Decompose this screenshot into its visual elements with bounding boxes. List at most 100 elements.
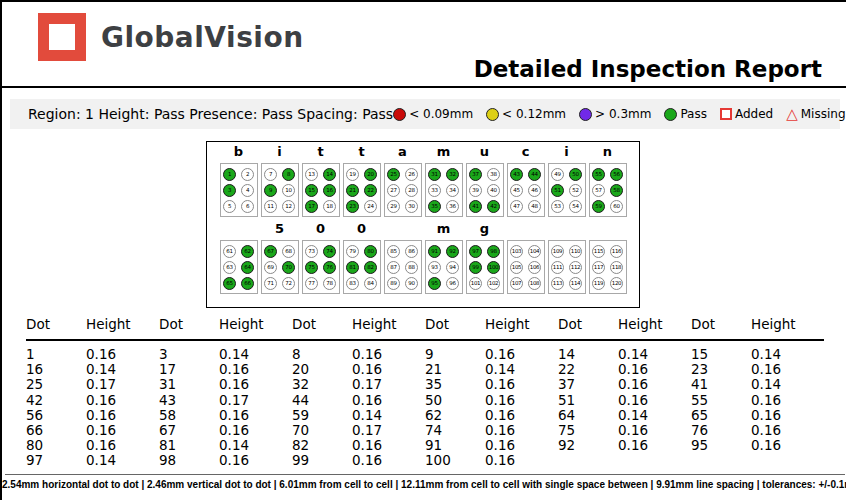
table-cell-dot: 31 <box>159 377 219 392</box>
cell-letter <box>384 221 422 240</box>
braille-cell: 192021222324 <box>343 163 381 217</box>
table-cell-dot: 82 <box>292 438 352 453</box>
table-header-cell: Dot <box>558 316 618 332</box>
table-cell-height: 0.14 <box>618 347 691 362</box>
braille-cell: 789101112 <box>261 163 299 217</box>
table-cell-dot: 23 <box>691 362 751 377</box>
braille-dot-empty: 30 <box>405 200 418 213</box>
braille-dot-pass: 37 <box>469 168 482 181</box>
braille-dot-empty: 72 <box>282 277 295 290</box>
table-cell-height: 0.16 <box>86 408 159 423</box>
legend-label: Missing <box>801 107 846 121</box>
braille-dot-pass: 15 <box>305 184 318 197</box>
table-cell-height: 0.17 <box>219 393 292 408</box>
table-cell-dot: 100 <box>425 453 485 468</box>
table-cell-height: 0.16 <box>618 393 691 408</box>
table-cell-height <box>618 453 691 468</box>
table-cell-dot: 62 <box>425 408 485 423</box>
braille-cell: 979899100101102 <box>466 240 504 294</box>
table-header-row: DotHeightDotHeightDotHeightDotHeightDotH… <box>26 316 824 341</box>
table-header-cell: Dot <box>425 316 485 332</box>
braille-dot-empty: 109 <box>551 245 564 258</box>
braille-dot-empty: 87 <box>387 261 400 274</box>
legend-label: < 0.09mm <box>409 107 473 121</box>
braille-dot-empty: 34 <box>446 184 459 197</box>
braille-dot-pass: 99 <box>469 261 482 274</box>
braille-dot-empty: 54 <box>569 200 582 213</box>
table-cell-dot: 43 <box>159 393 219 408</box>
braille-dot-empty: 107 <box>510 277 523 290</box>
legend-item: < 0.12mm <box>486 107 566 121</box>
braille-dot-empty: 28 <box>405 184 418 197</box>
braille-dot-empty: 77 <box>305 277 318 290</box>
braille-dot-empty: 73 <box>305 245 318 258</box>
braille-dot-empty: 24 <box>364 200 377 213</box>
table-cell-dot: 65 <box>691 408 751 423</box>
legend-item: Pass <box>664 107 707 121</box>
table-header-cell: Dot <box>292 316 352 332</box>
braille-cell: 676869707172 <box>261 240 299 294</box>
header-rule <box>2 86 846 88</box>
braille-dot-empty: 6 <box>241 200 254 213</box>
report-title: Detailed Inspection Report <box>474 56 822 82</box>
table-cell-height: 0.17 <box>86 377 159 392</box>
table-cell-dot: 32 <box>292 377 352 392</box>
table-cell-height: 0.16 <box>485 423 558 438</box>
braille-dot-empty: 36 <box>446 200 459 213</box>
table-cell-height: 0.16 <box>618 377 691 392</box>
table-cell-height: 0.14 <box>86 362 159 377</box>
cell-letter <box>548 221 586 240</box>
braille-cell: 252627282930 <box>384 163 422 217</box>
legend-circle-icon <box>579 108 592 121</box>
cell-letter <box>589 221 627 240</box>
braille-dot-empty: 118 <box>610 261 623 274</box>
table-cell-height: 0.16 <box>485 438 558 453</box>
braille-dot-empty: 110 <box>569 245 582 258</box>
legend-circle-icon <box>486 108 499 121</box>
table-cell-dot: 80 <box>26 438 86 453</box>
braille-dot-pass: 8 <box>282 168 295 181</box>
table-cell-height: 0.16 <box>86 347 159 362</box>
braille-dot-pass: 91 <box>428 245 441 258</box>
braille-dot-pass: 23 <box>346 200 359 213</box>
legend-missing-triangle-icon: △ <box>786 108 798 121</box>
region-bar: Region: 1 Height: Pass Presence: Pass Sp… <box>10 99 840 129</box>
braille-cell: 123456 <box>220 163 258 217</box>
table-cell-dot: 9 <box>425 347 485 362</box>
braille-dot-pass: 76 <box>323 261 336 274</box>
legend-added-square-icon <box>720 108 732 120</box>
table-header-cell: Height <box>86 316 159 332</box>
braille-dot-empty: 117 <box>592 261 605 274</box>
braille-dot-pass: 80 <box>364 245 377 258</box>
braille-dot-empty: 52 <box>569 184 582 197</box>
braille-cell: 798081828384 <box>343 240 381 294</box>
table-cell-dot: 76 <box>691 423 751 438</box>
table-row: 160.14170.16200.16210.14220.16230.16 <box>26 362 824 377</box>
table-cell-height: 0.16 <box>485 453 558 468</box>
table-cell-dot: 22 <box>558 362 618 377</box>
braille-dot-empty: 68 <box>282 245 295 258</box>
legend-label: > 0.3mm <box>595 107 651 121</box>
cell-letter: b <box>220 144 258 163</box>
braille-dot-empty: 85 <box>387 245 400 258</box>
braille-dot-empty: 7 <box>264 168 277 181</box>
table-cell-dot: 15 <box>691 347 751 362</box>
braille-dot-pass: 55 <box>592 168 605 181</box>
table-body: 10.1630.1480.1690.16140.14150.14160.1417… <box>26 347 824 469</box>
cell-letter: m <box>425 221 463 240</box>
braille-dot-empty: 119 <box>592 277 605 290</box>
braille-dot-pass: 81 <box>346 261 359 274</box>
braille-dot-empty: 114 <box>569 277 582 290</box>
table-cell-height: 0.14 <box>86 453 159 468</box>
table-cell-height: 0.16 <box>86 438 159 453</box>
legend-label: Added <box>735 107 773 121</box>
braille-dot-pass: 41 <box>469 200 482 213</box>
table-header-cell: Dot <box>159 316 219 332</box>
table-cell-dot: 91 <box>425 438 485 453</box>
table-cell-dot: 92 <box>558 438 618 453</box>
braille-dot-pass: 43 <box>510 168 523 181</box>
table-cell-dot: 58 <box>159 408 219 423</box>
letters-row: bittamucin <box>207 144 639 163</box>
braille-dot-empty: 104 <box>528 245 541 258</box>
legend-circle-icon <box>664 108 677 121</box>
